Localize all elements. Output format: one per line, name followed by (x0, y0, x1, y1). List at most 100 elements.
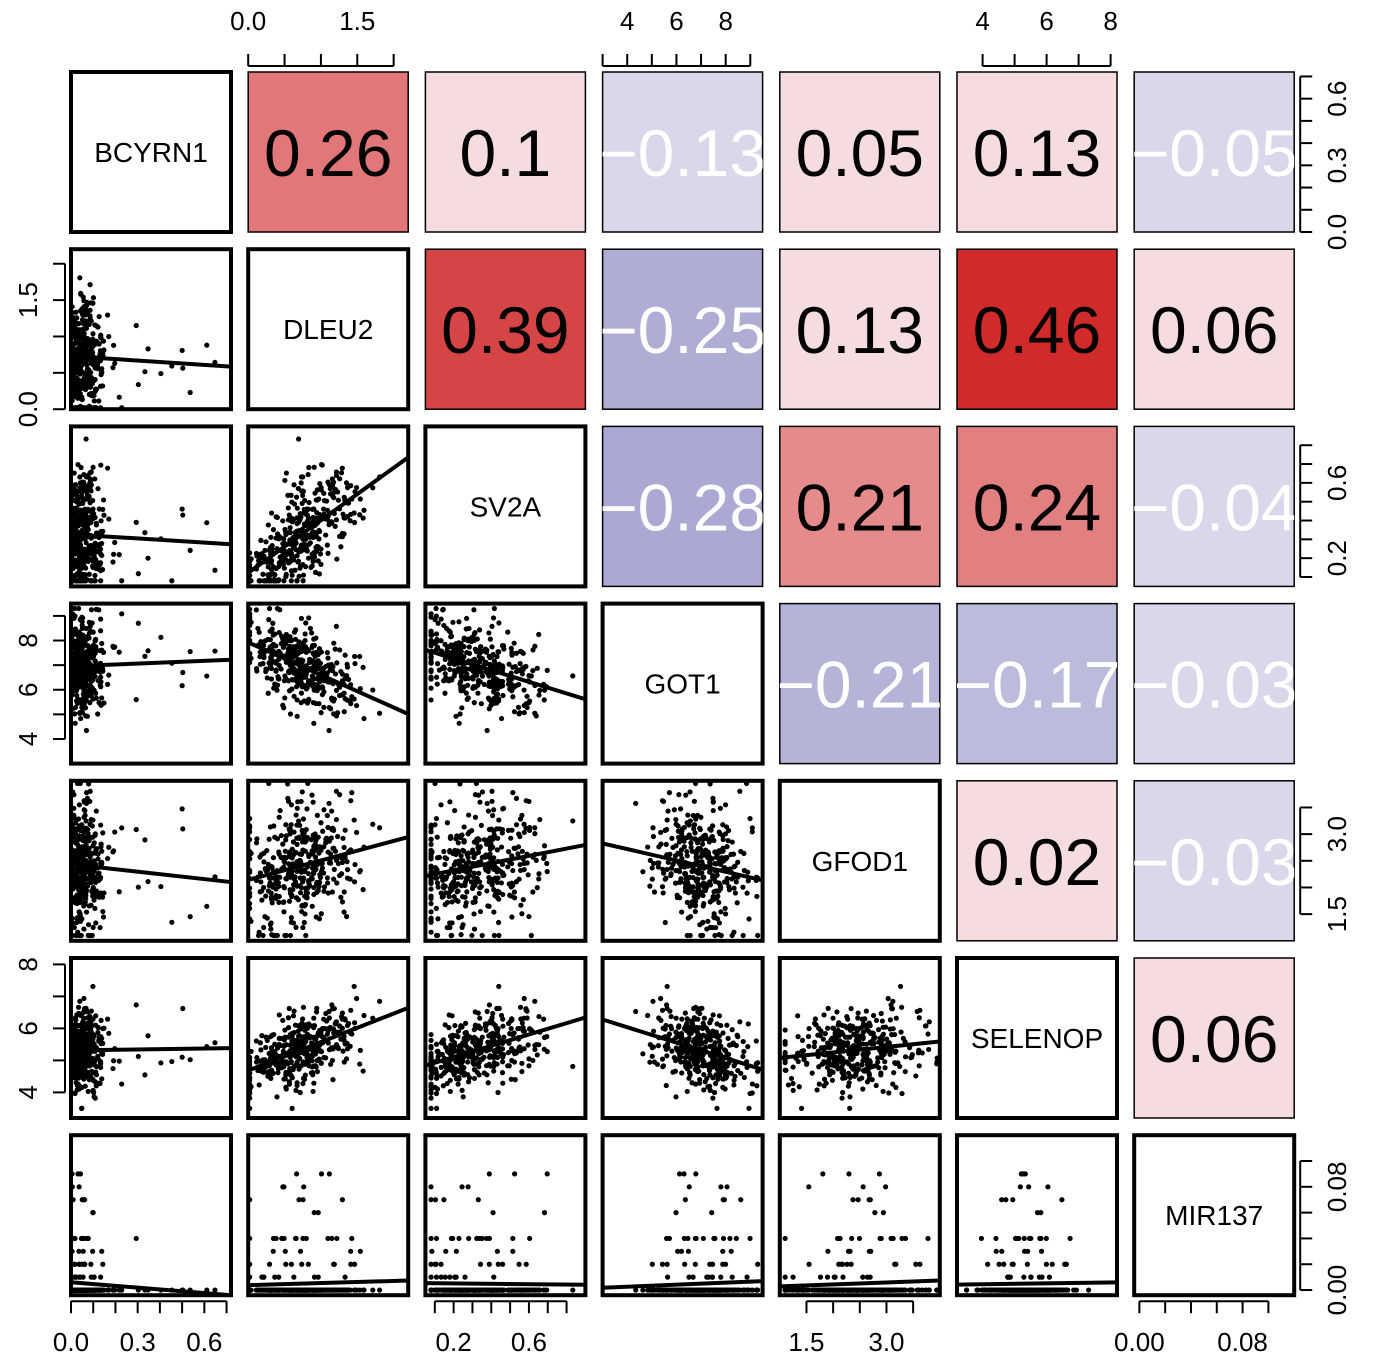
scatter-point (270, 571, 276, 577)
scatter-point (258, 537, 264, 543)
scatter-point (457, 711, 463, 717)
scatter-point (270, 855, 277, 861)
correlation-cell (779, 71, 941, 233)
scatter-point (351, 983, 357, 990)
scatter-point (247, 1105, 253, 1111)
scatter-point (484, 647, 490, 653)
scatter-point (710, 799, 716, 805)
scatter-point (351, 879, 358, 885)
scatter-point (471, 926, 478, 932)
scatter-point (298, 474, 305, 480)
scatter-point (434, 1086, 441, 1092)
scatter-point (340, 1048, 346, 1054)
scatter-point (706, 839, 712, 845)
scatter-point (471, 656, 478, 662)
scatter-point (338, 894, 344, 900)
scatter-point (77, 899, 83, 906)
scatter-point (428, 660, 434, 666)
scatter-point (297, 883, 303, 889)
scatter-point (75, 816, 82, 822)
scatter-point (509, 880, 515, 886)
scatter-point (247, 1095, 253, 1101)
scatter-point (471, 607, 477, 613)
scatter-point (69, 1016, 75, 1022)
scatter-point (494, 869, 500, 875)
scatter-point (484, 800, 490, 807)
scatter-point (83, 889, 89, 895)
scatter-point (93, 359, 99, 365)
scatter-point (78, 715, 84, 722)
scatter-point (253, 550, 260, 557)
panel-gfod1-gfod1: GFOD1 (777, 778, 942, 943)
scatter-point (463, 615, 470, 622)
scatter-point (86, 514, 92, 520)
scatter-point (277, 807, 283, 814)
scatter-point (336, 872, 343, 879)
scatter-point (99, 647, 105, 653)
scatter-point (77, 474, 83, 480)
scatter-point (495, 691, 501, 697)
scatter-point (441, 883, 447, 889)
scatter-point (135, 620, 141, 626)
scatter-point (713, 861, 719, 867)
scatter-point (544, 667, 550, 673)
scatter-point (314, 880, 320, 886)
scatter-point (311, 870, 317, 876)
scatter-point (69, 870, 75, 876)
scatter-point (212, 648, 218, 654)
scatter-point (453, 641, 459, 647)
scatter-point (116, 1058, 122, 1064)
panel-got1-mir137: −0.03 (1133, 602, 1295, 765)
scatter-point (665, 808, 671, 814)
scatter-point (323, 1055, 329, 1061)
scatter-point (519, 1060, 525, 1066)
scatter-point (329, 808, 335, 814)
scatter-point (69, 641, 75, 647)
scatter-point (441, 848, 447, 855)
scatter-point (74, 650, 81, 656)
scatter-point (77, 637, 83, 644)
scatter-point (447, 920, 453, 926)
scatter-point (79, 824, 85, 831)
scatter-point (456, 619, 462, 625)
scatter-point (96, 341, 102, 347)
scatter-point (133, 826, 139, 833)
scatter-point (285, 492, 291, 498)
scatter-point (477, 908, 484, 915)
scatter-point (458, 914, 465, 920)
scatter-point (487, 835, 493, 841)
scatter-point (302, 911, 308, 917)
scatter-point (77, 911, 83, 917)
scatter-point (253, 666, 260, 672)
scatter-point (498, 715, 505, 722)
scatter-point (298, 615, 305, 622)
scatter-point (281, 578, 287, 584)
scatter-point (325, 849, 331, 855)
scatter-point (570, 673, 576, 679)
scatter-point (484, 888, 490, 894)
scatter-point (352, 660, 358, 667)
scatter-point (463, 903, 469, 909)
scatter-point (352, 861, 358, 868)
diag-frame (423, 424, 588, 589)
scatter-point (710, 807, 716, 814)
scatter-point (325, 1026, 331, 1032)
scatter-point (510, 790, 516, 796)
scatter-point (336, 1023, 343, 1029)
scatter-point (324, 875, 330, 881)
scatter-point (433, 815, 440, 822)
scatter-point (169, 578, 175, 584)
scatter-point (318, 911, 324, 917)
scatter-point (158, 370, 164, 377)
scatter-point (263, 1044, 269, 1051)
scatter-point (76, 605, 82, 612)
scatter-point (286, 551, 293, 557)
scatter-point (343, 480, 350, 486)
scatter-point (341, 1059, 347, 1065)
scatter-point (735, 859, 741, 865)
scatter-point (307, 540, 313, 546)
correlation-cell (1133, 71, 1295, 233)
scatter-point (510, 664, 516, 670)
scatter-point (319, 692, 325, 698)
scatter-point (293, 494, 300, 500)
